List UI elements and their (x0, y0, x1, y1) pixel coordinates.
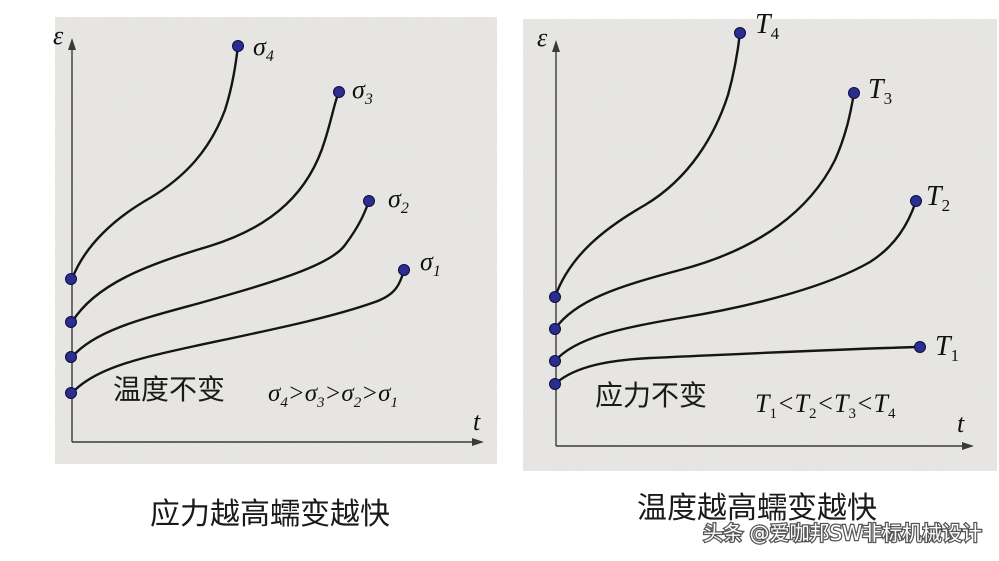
left-condition-label: 温度不变 (113, 373, 225, 406)
left-curve-label-sigma2: σ2 (388, 184, 409, 217)
left-panel-background (55, 17, 497, 464)
right-panel-background (523, 19, 997, 471)
right-start-dot-T3 (549, 323, 561, 335)
left-x-axis-arrow-icon (472, 438, 484, 446)
right-y-axis-label: ε (537, 23, 548, 52)
right-y-axis-arrow-icon (552, 40, 560, 52)
right-end-dot-T3 (848, 87, 860, 99)
watermark-text: 头条 @爱咖邦SW非标机械设计 (703, 521, 982, 545)
left-end-dot-sigma3 (333, 86, 345, 98)
left-end-dot-sigma4 (232, 40, 244, 52)
right-x-axis-label: t (957, 409, 965, 438)
left-y-axis-arrow-icon (68, 38, 76, 50)
right-curve-label-T1: T1 (935, 331, 959, 365)
right-end-dot-T1 (914, 341, 926, 353)
right-x-axis-arrow-icon (962, 442, 974, 450)
right-curve-label-T3: T3 (868, 74, 892, 108)
left-end-dot-sigma2 (363, 195, 375, 207)
right-caption: 温度越高蠕变越快 (637, 491, 877, 526)
right-panel: ε t T1 T2 T3 T4 应力不变 T1<T2<T3<T4 温度越高蠕变越… (523, 9, 997, 526)
left-start-dot-sigma3 (65, 316, 77, 328)
right-curve-T3 (553, 91, 856, 331)
right-start-dot-T4 (549, 291, 561, 303)
right-curve-T4 (553, 31, 742, 299)
right-curve-label-T2: T2 (926, 181, 950, 215)
left-start-dot-sigma1 (65, 387, 77, 399)
left-y-axis-label: ε (53, 21, 64, 50)
left-start-dot-sigma2 (65, 351, 77, 363)
left-x-axis-label: t (473, 407, 481, 436)
right-condition-label: 应力不变 (595, 379, 707, 412)
left-end-dot-sigma1 (398, 264, 410, 276)
right-end-dot-T2 (910, 195, 922, 207)
left-curve-sigma3 (70, 90, 341, 324)
left-curve-sigma2 (70, 199, 371, 359)
right-start-dot-T1 (549, 378, 561, 390)
left-relation-label: σ4>σ3>σ2>σ1 (268, 380, 398, 411)
right-curve-label-T4: T4 (755, 9, 780, 43)
left-panel: ε t σ1 σ2 σ3 σ4 温度不变 σ4>σ3>σ2>σ1 (53, 17, 497, 532)
right-end-dot-T4 (734, 27, 746, 39)
left-curve-label-sigma1: σ1 (420, 247, 441, 280)
left-curve-sigma4 (70, 44, 240, 281)
right-relation-label: T1<T2<T3<T4 (755, 389, 896, 422)
right-start-dot-T2 (549, 355, 561, 367)
left-curve-sigma1 (70, 268, 406, 395)
right-curve-T1 (553, 345, 922, 386)
left-start-dot-sigma4 (65, 273, 77, 285)
left-curve-label-sigma3: σ3 (352, 75, 373, 108)
right-curve-T2 (553, 199, 918, 363)
left-curve-label-sigma4: σ4 (253, 32, 274, 65)
left-caption: 应力越高蠕变越快 (150, 497, 390, 532)
